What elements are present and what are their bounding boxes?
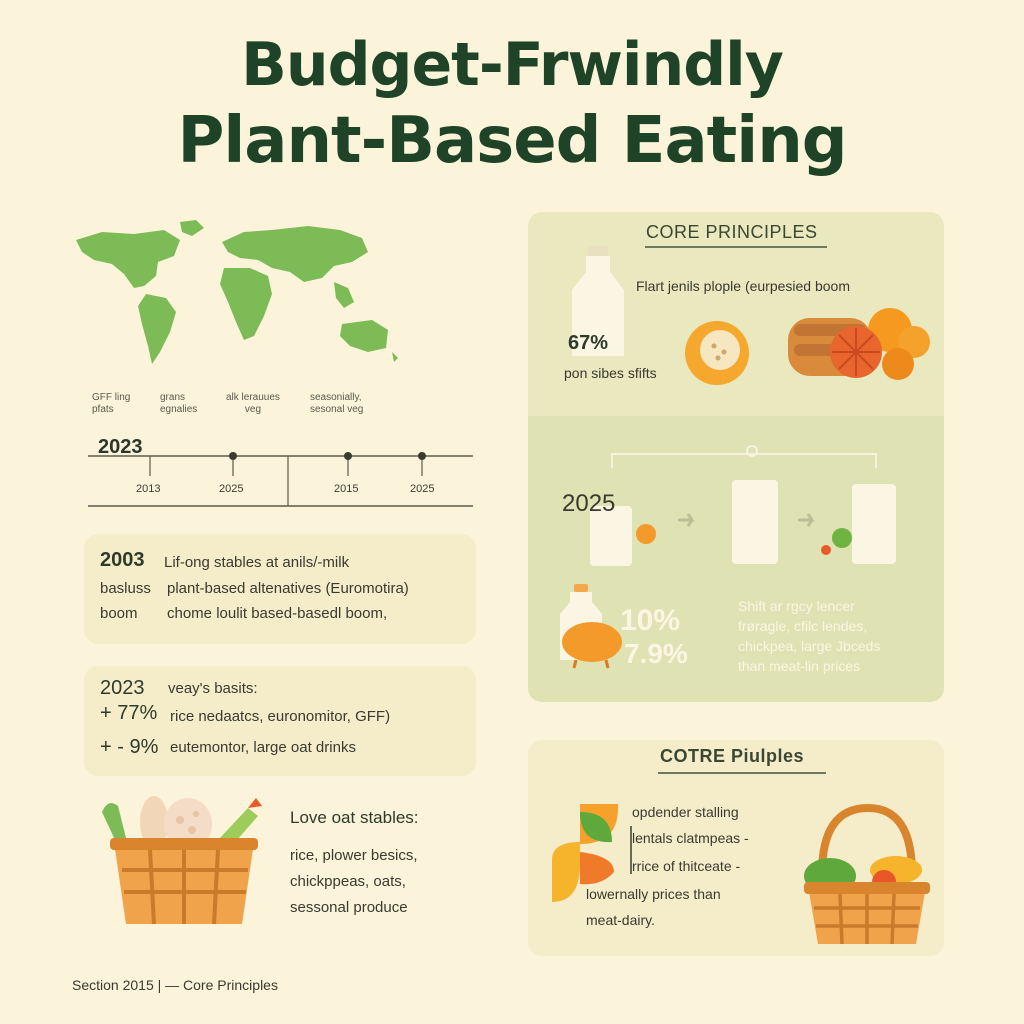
map-label-1: GFF ling pfats [92, 392, 131, 415]
stats-year: 2023 [100, 677, 145, 699]
core-sub-text: pon sibes sfifts [564, 365, 657, 381]
map-label-4: seasonially, sesonal veg [310, 392, 364, 415]
history-row-1-label: 2003 [100, 549, 145, 571]
history-row-1-text: Lif-ong stables at anils/-milk [164, 554, 350, 571]
map-label-2: grans egnalies [160, 392, 198, 415]
core-2-line-1: opdender stalling [632, 804, 739, 820]
history-row-3-label: boom [100, 605, 138, 622]
milk-bottle-icon [572, 246, 624, 356]
basket-line-1: rice, plower besics, [290, 847, 418, 864]
timeline-heading-year: 2023 [98, 436, 143, 458]
leaf-logo-icon [552, 804, 618, 902]
core-2-line-3: rrice of thitceate - [632, 858, 741, 874]
basket-heading: Love oat stables: [290, 808, 419, 827]
basket-line-3: sessonal produce [290, 899, 408, 916]
core-2-line-5: meat-dairy. [586, 912, 655, 928]
bread-vegetables-icon [788, 308, 930, 380]
core-2-line-2: lentals clatmpeas - [632, 830, 749, 846]
milk-and-squash-icon [560, 584, 622, 669]
world-map-icon [76, 220, 398, 364]
core-stat-2: 7.9% [624, 638, 688, 669]
vegetable-basket-icon [804, 804, 930, 945]
core-2-line-4: lowernally prices than [586, 886, 721, 902]
stats-value-1: + 77% [100, 702, 158, 724]
basket-line-2: chickppeas, oats, [290, 873, 406, 890]
timeline-tick-4: 2025 [410, 483, 435, 495]
stats-value-2: + - 9% [100, 736, 159, 758]
core-percent: 67% [568, 332, 609, 354]
core-top-text: Flart jenils plople (eurpesied boom [636, 278, 850, 294]
timeline-axis [88, 452, 473, 507]
history-row-3-text: chome loulit based-basedl boom, [167, 605, 388, 622]
core-principles-heading: CORE PRINCIPLES [646, 222, 818, 242]
text-rule [630, 826, 632, 874]
map-label-3: alk lerauues veg [226, 392, 280, 415]
orange-slice-icon [685, 321, 749, 385]
core-stat-1: 10% [620, 604, 681, 637]
footer-text: Section 2015 | — Core Principles [72, 977, 278, 993]
produce-basket-icon [102, 796, 262, 925]
heading-2-underline [658, 772, 826, 774]
stats-year-text: veay's basits: [168, 680, 258, 697]
timeline-tick-3: 2015 [334, 483, 359, 495]
timeline-tick-2: 2025 [219, 483, 244, 495]
core-principles-2-heading: COTRE Piulples [660, 746, 805, 766]
stats-panel [84, 666, 476, 776]
timeline-tick-1: 2013 [136, 483, 161, 495]
core-shift-text: Shift ar rgcy lencer frøragle, cfilc len… [738, 598, 881, 674]
core-year: 2025 [562, 490, 616, 517]
history-row-2-label: basluss [100, 580, 151, 597]
heading-underline [645, 246, 827, 248]
page-title-line2: Plant-Based Eating [177, 104, 847, 178]
stats-text-2: eutemontor, large oat drinks [170, 739, 356, 756]
flow-diagram [590, 445, 896, 566]
page-title-line1: Budget-Frwindly [241, 30, 784, 100]
history-panel [84, 534, 476, 644]
stats-text-1: rice nedaatcs, euronomitor, GFF) [170, 708, 391, 725]
history-row-2-text: plant-based altenatives (Euromotira) [167, 580, 409, 597]
